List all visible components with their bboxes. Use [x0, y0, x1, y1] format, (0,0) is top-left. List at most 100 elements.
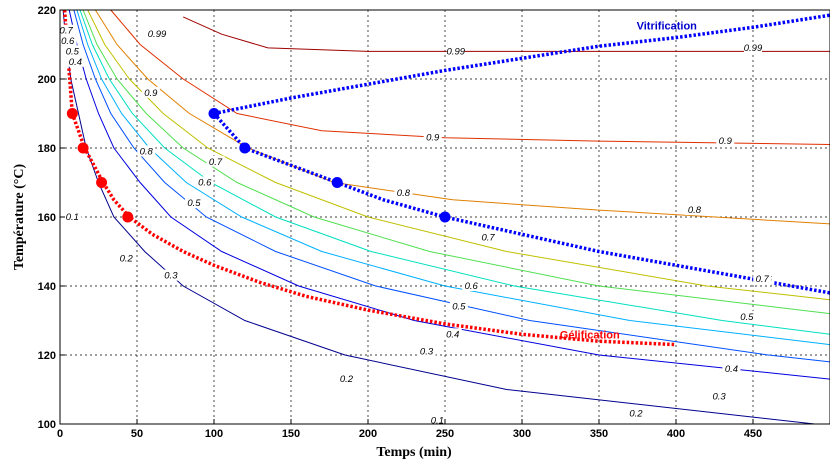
y-tick-label: 160 [38, 212, 56, 224]
contour-label-0.5: 0.5 [187, 198, 201, 209]
contour-label-0.8: 0.8 [397, 188, 411, 199]
contour-label-bg [117, 252, 136, 264]
x-tick-label: 250 [436, 428, 454, 440]
x-tick-label: 300 [513, 428, 531, 440]
series-marker [439, 211, 451, 223]
series-marker [122, 211, 134, 223]
series-markers [66, 108, 451, 223]
contour-label-0.99: 0.99 [744, 43, 763, 54]
contour-label-bg [195, 176, 214, 188]
x-tick-label: 450 [744, 428, 762, 440]
contour-label-0.7: 0.7 [756, 274, 770, 285]
contour-label-0.2: 0.2 [340, 374, 354, 385]
contour-label-bg [137, 145, 156, 157]
series-marker [208, 108, 220, 119]
contour-line-0.99 [182, 16, 830, 52]
x-tick-label: 400 [667, 428, 685, 440]
annotation-gelification: Gélification [560, 329, 620, 341]
contour-label-bg [417, 345, 436, 357]
contour-label-0.1: 0.1 [431, 416, 444, 427]
contour-label-0.9: 0.9 [426, 133, 440, 144]
contour-label-0.3: 0.3 [713, 391, 727, 402]
contour-label-0.9: 0.9 [144, 88, 158, 99]
contour-label-bg [337, 373, 356, 385]
contour-label-0.8: 0.8 [140, 146, 154, 157]
contour-label-0.99: 0.99 [148, 29, 167, 40]
contour-label-0.6: 0.6 [61, 36, 75, 47]
contour-label-bg [716, 135, 735, 147]
contour-label-0.2: 0.2 [120, 253, 134, 264]
contour-label-bg [428, 414, 447, 426]
contour-line-0.9 [110, 9, 830, 145]
contour-label-0.5: 0.5 [740, 312, 754, 323]
contour-label-bg [722, 362, 741, 374]
series-marker [96, 177, 108, 188]
contour-label-0.9: 0.9 [719, 136, 733, 147]
contour-label-bg [63, 45, 82, 57]
annotations: Vitrification Gélification [560, 21, 697, 342]
contour-label-bg [184, 197, 203, 209]
contour-label-0.3: 0.3 [420, 347, 434, 358]
series-marker [77, 142, 89, 154]
contour-label-0.99: 0.99 [447, 46, 466, 57]
contour-label-bg [753, 273, 772, 285]
contour-label-0.4: 0.4 [446, 329, 459, 340]
contour-label-bg [161, 269, 180, 281]
contour-label-bg [66, 55, 85, 67]
x-axis-ticks: 0 50 100 150 200 250 300 350 400 450 [57, 419, 762, 440]
contour-label-bg [446, 45, 465, 57]
contour-label-bg [737, 311, 756, 323]
series-marker [331, 177, 343, 188]
y-tick-label: 180 [38, 143, 56, 155]
y-axis-ticks: 100 120 140 160 180 200 220 [38, 5, 65, 431]
contour-label-bg [206, 155, 225, 167]
contour-label-bg [423, 131, 442, 143]
contour-label-0.7: 0.7 [482, 233, 496, 244]
contour-label-0.3: 0.3 [164, 271, 178, 282]
x-tick-label: 100 [205, 428, 223, 440]
contour-line-0.4 [76, 9, 830, 346]
contour-label-bg [710, 390, 729, 402]
y-axis-label: Température (°C) [12, 164, 27, 271]
contour-labels: 0.10.10.20.20.20.30.30.30.40.40.40.50.50… [57, 24, 775, 427]
contour-label-bg [58, 35, 77, 47]
contour-label-bg [63, 211, 82, 222]
contour-label-0.6: 0.6 [465, 281, 479, 292]
contour-label-bg [626, 407, 645, 419]
contour-label-bg [479, 231, 498, 243]
series-line-vitrification [213, 13, 830, 116]
contour-label-0.1: 0.1 [66, 212, 79, 223]
contour-label-0.5: 0.5 [66, 46, 80, 57]
contour-label-0.8: 0.8 [688, 205, 702, 216]
contour-label-0.7: 0.7 [209, 157, 223, 168]
contour-label-0.5: 0.5 [452, 302, 466, 313]
contour-label-bg [443, 328, 462, 340]
x-tick-label: 0 [57, 428, 63, 440]
annotation-vitrification: Vitrification [637, 21, 698, 33]
contour-label-bg [462, 280, 481, 291]
y-tick-label: 200 [38, 74, 56, 86]
contour-label-0.2: 0.2 [629, 409, 643, 420]
y-tick-label: 100 [38, 419, 56, 431]
contour-label-bg [141, 86, 160, 98]
contour-label-0.6: 0.6 [198, 178, 212, 189]
contour-label-0.4: 0.4 [69, 57, 82, 68]
series-marker [239, 142, 251, 154]
y-tick-label: 140 [38, 281, 56, 293]
x-tick-label: 50 [131, 428, 143, 440]
contour-label-bg [57, 24, 76, 36]
contour-line-0.7 [87, 9, 830, 301]
x-tick-label: 350 [590, 428, 608, 440]
contour-label-0.4: 0.4 [725, 364, 738, 375]
x-axis-label: Temps (min) [376, 445, 452, 460]
contour-label-bg [148, 28, 167, 40]
y-tick-label: 220 [38, 5, 56, 17]
y-tick-label: 120 [38, 350, 56, 362]
contour-label-bg [449, 300, 468, 312]
series-marker [66, 108, 78, 119]
contour-label-bg [744, 41, 762, 53]
contour-label-0.7: 0.7 [60, 26, 74, 37]
x-tick-label: 200 [359, 428, 377, 440]
x-tick-label: 150 [282, 428, 300, 440]
